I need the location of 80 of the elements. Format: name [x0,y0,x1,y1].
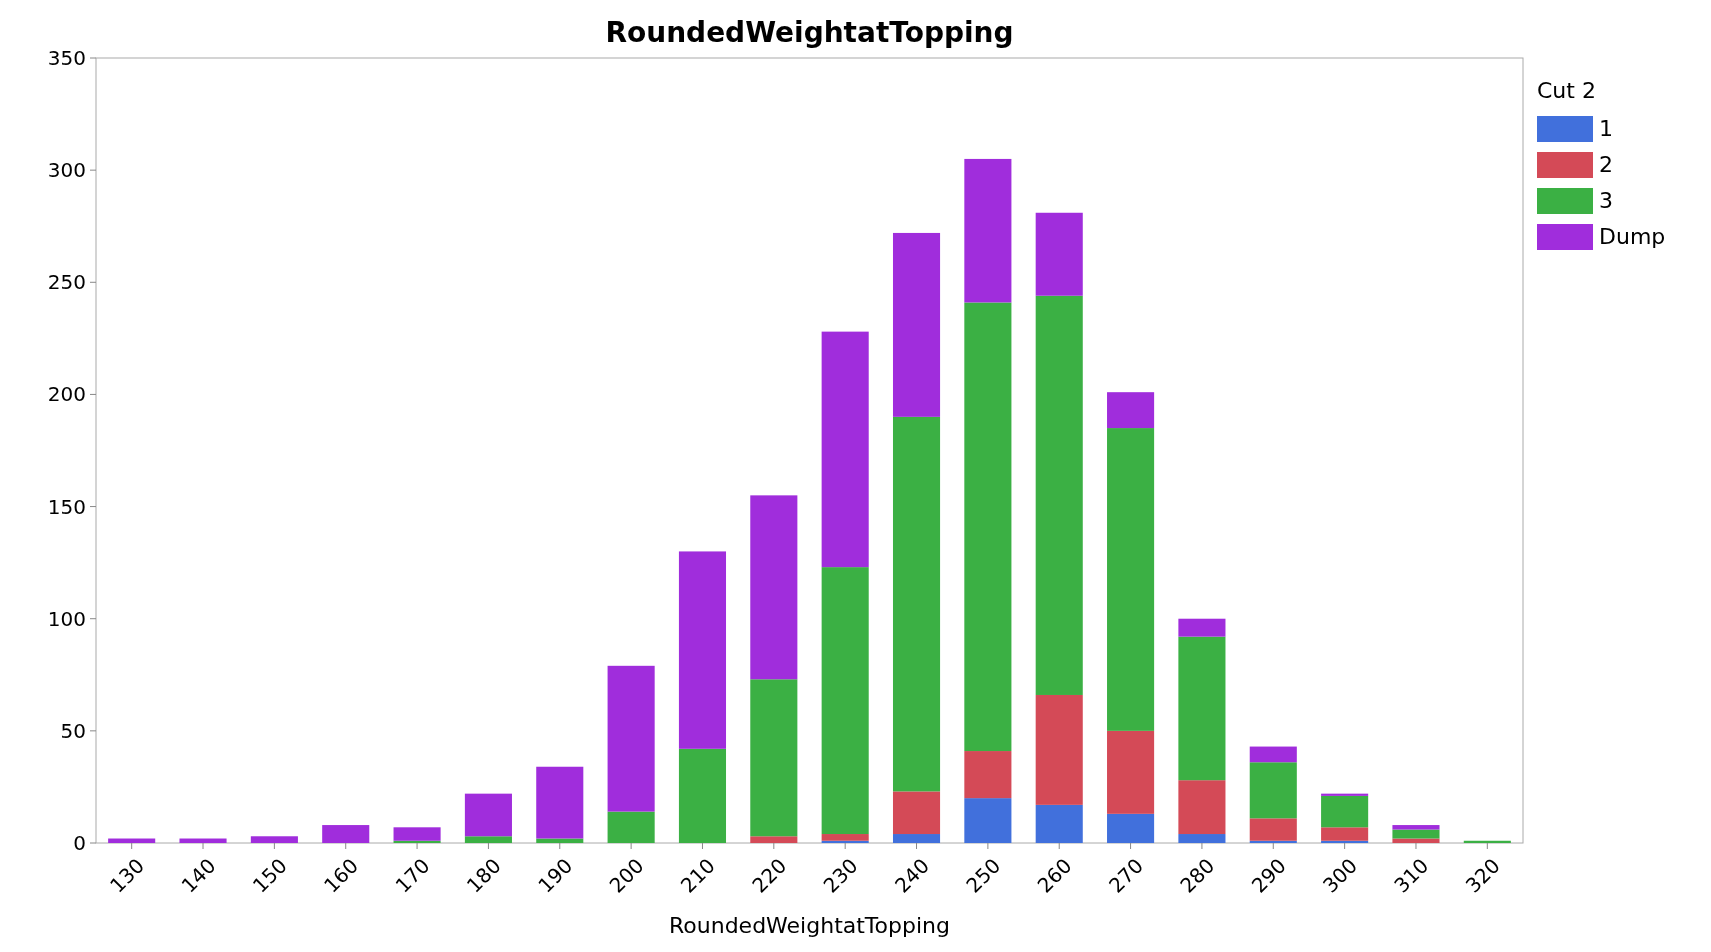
bar [1249,818,1297,841]
x-tick-label: 210 [675,853,720,898]
bar [179,838,227,843]
y-tick-label: 200 [47,382,86,407]
legend-label: Dump [1599,224,1666,249]
bar [1392,829,1440,839]
bar [1392,838,1440,843]
bar [892,834,941,843]
bar [1035,694,1083,805]
bar [750,836,798,843]
bar [1178,618,1226,637]
x-tick-label: 310 [1389,853,1434,898]
legend-title: Cut 2 [1537,78,1596,103]
x-tick-label: 220 [747,853,792,898]
bar [1107,730,1155,814]
x-tick-label: 230 [818,853,863,898]
bar [1178,636,1226,781]
bar [964,751,1012,799]
bar [821,331,869,568]
x-tick-label: 140 [176,853,221,898]
x-tick-label: 240 [889,853,934,898]
x-tick-label: 150 [247,853,292,898]
x-tick-label: 200 [604,853,649,898]
y-tick-label: 50 [60,718,86,743]
bar [1107,428,1155,731]
bar [892,416,941,792]
x-tick-label: 280 [1175,853,1220,898]
bar [1321,827,1369,841]
x-tick-label: 300 [1318,853,1363,898]
bar [1035,212,1083,296]
bar [322,825,370,843]
bar [536,766,584,839]
bar [1178,780,1226,835]
x-tick-label: 160 [319,853,364,898]
bar [750,495,798,680]
legend-label: 2 [1599,152,1613,177]
x-tick-label: 260 [1032,853,1077,898]
bar [1178,834,1226,843]
bar [821,567,869,835]
bar [1249,746,1297,763]
x-tick-label: 290 [1246,853,1291,898]
legend-label: 1 [1599,116,1613,141]
chart-title: RoundedWeightatTopping [605,16,1014,49]
bar [1107,392,1155,429]
bar [1321,795,1369,828]
bar [1107,813,1155,843]
bar [464,793,512,837]
y-tick-label: 150 [47,494,86,519]
bar [393,827,441,841]
x-tick-label: 250 [961,853,1006,898]
x-axis-title: RoundedWeightatTopping [669,913,950,938]
x-tick-label: 270 [1104,853,1149,898]
x-tick-label: 130 [105,853,150,898]
bar [607,811,655,843]
x-tick-label: 190 [533,853,578,898]
bar [464,836,512,843]
x-tick-label: 320 [1460,853,1505,898]
bar [1035,295,1083,695]
bar [1035,804,1083,843]
bar [964,798,1012,843]
bar [964,302,1012,752]
bar [964,158,1012,303]
bar [607,665,655,812]
bar [678,748,727,843]
y-tick-label: 0 [73,831,86,855]
bar [821,834,869,841]
bar [250,836,298,843]
x-tick-label: 180 [461,853,506,898]
bar [892,232,941,417]
bar [1392,825,1440,830]
bar [678,551,727,749]
y-tick-label: 250 [47,270,86,295]
y-tick-label: 100 [47,606,86,631]
bar [750,679,798,837]
y-tick-label: 350 [47,46,86,70]
x-tick-label: 170 [390,853,435,898]
bar [892,791,941,835]
y-tick-label: 300 [47,158,86,183]
bar [1249,762,1297,819]
legend-label: 3 [1599,188,1613,213]
